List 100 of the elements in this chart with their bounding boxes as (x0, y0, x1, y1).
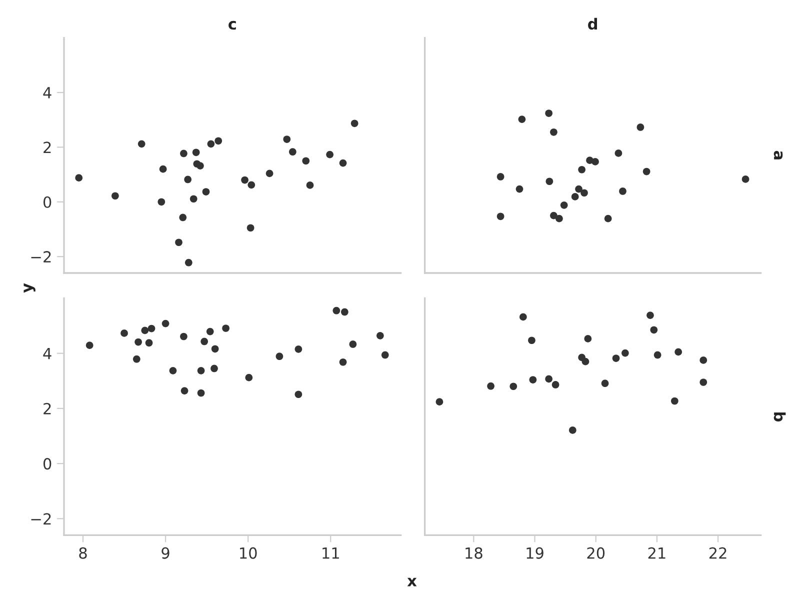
y-axis-title: y (24, 283, 36, 293)
point (612, 354, 620, 362)
point (496, 173, 504, 180)
point (646, 312, 654, 319)
point (132, 355, 140, 363)
point (180, 150, 188, 158)
point (288, 148, 296, 156)
point (134, 338, 142, 346)
point (248, 181, 256, 189)
point (584, 335, 592, 342)
point (158, 198, 166, 206)
point (241, 176, 248, 184)
point (575, 185, 582, 193)
point (245, 374, 253, 382)
point (210, 364, 218, 372)
point (742, 176, 750, 183)
point (546, 178, 554, 186)
point (86, 342, 94, 349)
point (197, 389, 205, 397)
point (339, 358, 347, 366)
point (184, 258, 192, 266)
y-tick-label: 4 (43, 348, 52, 360)
point (528, 336, 536, 344)
point (578, 166, 586, 174)
point (550, 128, 558, 136)
x-tick-label: 10 (240, 547, 257, 559)
point (120, 330, 128, 337)
point (622, 349, 629, 357)
y-tick-label: 4 (43, 87, 52, 98)
chart-title: c (228, 20, 236, 30)
point (545, 110, 552, 117)
y-tick-label: 0 (43, 196, 52, 208)
point (266, 170, 274, 178)
point (148, 324, 156, 332)
point (556, 214, 563, 222)
point (332, 306, 340, 314)
y2-axis-title: b (774, 412, 786, 422)
point (145, 339, 153, 347)
y-tick-label: 2 (44, 142, 51, 153)
point (636, 124, 644, 131)
y2-axis-title: a (774, 150, 783, 160)
point (211, 345, 219, 353)
point (294, 346, 302, 353)
point (222, 324, 230, 332)
point (197, 367, 205, 374)
point (75, 174, 83, 182)
x-tick-label: 21 (648, 547, 666, 559)
point (545, 375, 552, 383)
point (582, 358, 590, 366)
point (190, 195, 198, 203)
point (276, 352, 284, 360)
point (200, 338, 208, 346)
y-tick-label: −2 (31, 513, 51, 524)
point (700, 378, 708, 386)
point (552, 381, 560, 388)
point (196, 162, 204, 170)
point (376, 332, 384, 340)
point (560, 202, 568, 209)
point (571, 193, 579, 200)
point (180, 387, 188, 394)
x-tick-label: 18 (466, 547, 482, 559)
x-tick-label: 22 (709, 547, 726, 559)
point (302, 157, 310, 165)
point (516, 185, 524, 193)
point (340, 308, 348, 316)
point (350, 120, 358, 128)
point (650, 326, 658, 334)
point (169, 367, 177, 374)
point (175, 238, 182, 246)
point (614, 150, 622, 157)
point (592, 158, 599, 166)
y-tick-label: −2 (31, 251, 51, 262)
point (141, 326, 149, 334)
point (654, 351, 662, 359)
point (670, 397, 678, 405)
y-tick-label: 0 (43, 458, 52, 470)
point (202, 188, 210, 196)
point (306, 182, 314, 189)
point (642, 168, 650, 176)
point (529, 376, 537, 384)
point (214, 137, 222, 145)
point (496, 212, 504, 220)
point (568, 426, 576, 434)
x-tick-label: 11 (322, 547, 339, 559)
point (601, 380, 609, 388)
point (112, 192, 119, 200)
point (246, 224, 254, 232)
point (339, 159, 347, 167)
point (283, 136, 291, 143)
point (180, 332, 188, 340)
point (159, 165, 167, 173)
point (294, 390, 302, 398)
point (349, 340, 357, 348)
point (518, 116, 526, 123)
point (619, 188, 626, 195)
point (162, 320, 170, 328)
point (179, 214, 187, 222)
point (436, 398, 444, 406)
point (206, 328, 214, 336)
y-tick-label: 2 (44, 402, 51, 414)
